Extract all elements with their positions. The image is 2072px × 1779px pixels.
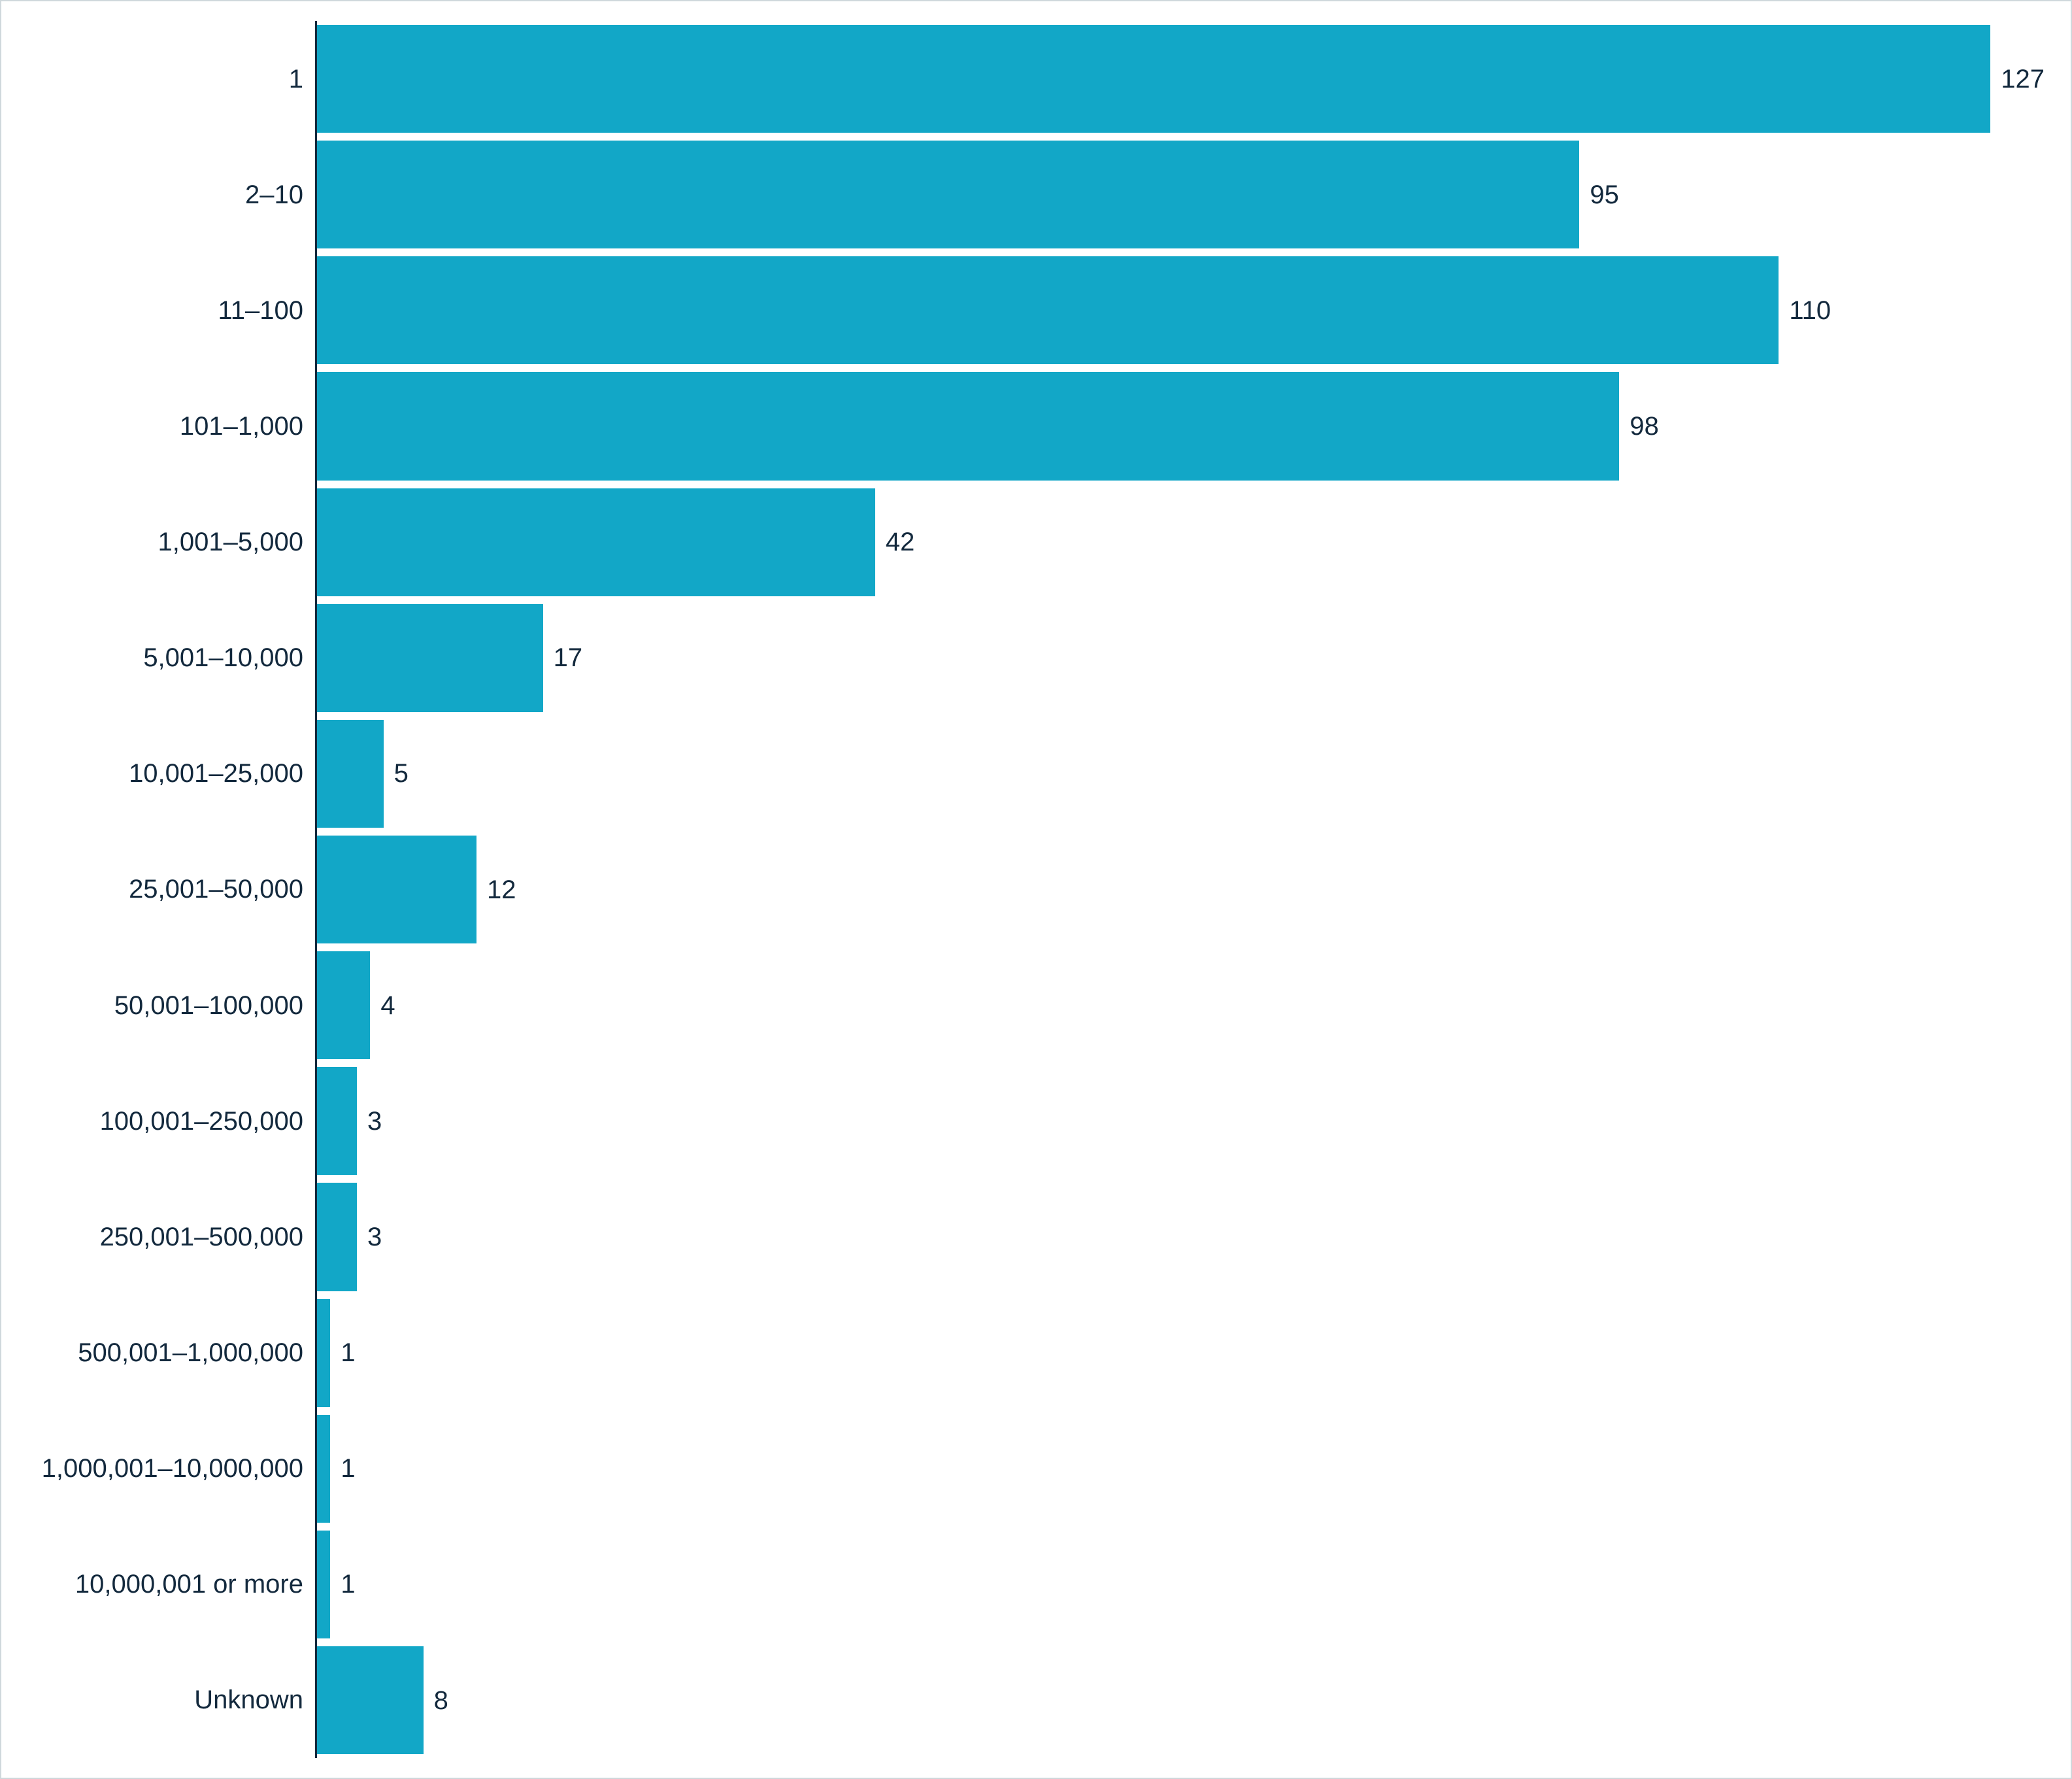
bar-row: 127	[317, 21, 2045, 137]
bars-column: 127 95 110 98 42 17 5 12 4 3 3 1 1 1 8	[315, 21, 2045, 1758]
bar	[317, 720, 384, 828]
bar	[317, 1299, 330, 1407]
value-label: 1	[341, 1571, 355, 1597]
value-label: 98	[1629, 413, 1659, 439]
bar	[317, 951, 370, 1059]
value-label: 1	[341, 1340, 355, 1366]
bar-row: 17	[317, 600, 2045, 716]
bar-row: 1	[317, 1411, 2045, 1527]
bar-row: 42	[317, 484, 2045, 600]
bar-row: 3	[317, 1179, 2045, 1295]
bar	[317, 1646, 424, 1754]
category-label: 500,001–1,000,000	[1, 1340, 303, 1366]
category-label: 250,001–500,000	[1, 1224, 303, 1250]
value-label: 8	[434, 1687, 448, 1714]
category-label: 11–100	[1, 297, 303, 324]
value-label: 3	[367, 1224, 382, 1250]
value-label: 3	[367, 1108, 382, 1134]
bar-row: 8	[317, 1642, 2045, 1758]
category-label: 2–10	[1, 182, 303, 208]
bar-row: 98	[317, 368, 2045, 484]
bar	[317, 256, 1779, 364]
category-label: 101–1,000	[1, 413, 303, 439]
category-label: 25,001–50,000	[1, 876, 303, 902]
value-label: 95	[1590, 182, 1619, 208]
value-label: 17	[554, 645, 583, 671]
bar-row: 1	[317, 1527, 2045, 1642]
category-label: 1,000,001–10,000,000	[1, 1455, 303, 1482]
category-label: 5,001–10,000	[1, 645, 303, 671]
bar-row: 95	[317, 137, 2045, 252]
category-label: Unknown	[1, 1687, 303, 1713]
bar-row: 12	[317, 832, 2045, 947]
category-label: 10,000,001 or more	[1, 1571, 303, 1597]
category-label: 50,001–100,000	[1, 992, 303, 1019]
bar	[317, 604, 543, 712]
value-label: 12	[487, 877, 516, 903]
value-label: 110	[1789, 297, 1831, 324]
bar-row: 3	[317, 1063, 2045, 1179]
value-label: 42	[886, 529, 915, 555]
category-label: 1	[1, 66, 303, 92]
bar	[317, 25, 1990, 133]
bar-row: 4	[317, 947, 2045, 1063]
value-label: 1	[341, 1455, 355, 1482]
bar	[317, 1183, 357, 1291]
bar	[317, 1531, 330, 1638]
category-label: 100,001–250,000	[1, 1108, 303, 1134]
bar	[317, 1067, 357, 1175]
value-label: 127	[2001, 66, 2045, 92]
bar	[317, 836, 476, 943]
value-label: 4	[380, 992, 395, 1019]
category-label: 10,001–25,000	[1, 760, 303, 787]
bar-row: 5	[317, 716, 2045, 832]
bar-row: 110	[317, 252, 2045, 368]
value-label: 5	[394, 760, 409, 787]
bar	[317, 372, 1619, 480]
bar	[317, 1415, 330, 1523]
bar	[317, 141, 1579, 248]
bar-row: 1	[317, 1295, 2045, 1411]
chart-frame: 1 2–10 11–100 101–1,000 1,001–5,000 5,001–10,…	[0, 0, 2072, 1779]
category-label: 1,001–5,000	[1, 529, 303, 555]
chart-area: 1 2–10 11–100 101–1,000 1,001–5,000 5,001–10,…	[1, 21, 2045, 1758]
category-labels-column: 1 2–10 11–100 101–1,000 1,001–5,000 5,001–10,…	[1, 21, 315, 1758]
bar	[317, 488, 875, 596]
